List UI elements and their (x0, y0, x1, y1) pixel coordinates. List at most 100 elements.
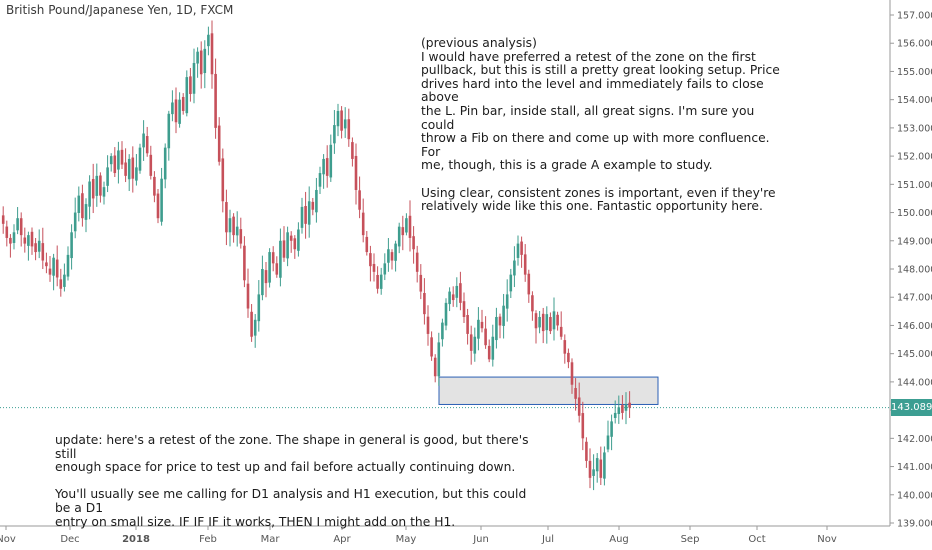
y-tick-label: 145.000 (897, 349, 932, 360)
x-tick-label: Jun (472, 534, 489, 545)
y-tick-label: 156.000 (897, 39, 932, 50)
candle-up (228, 218, 232, 233)
candle-up (448, 291, 451, 305)
candle-down (365, 236, 369, 253)
x-tick-label: Aug (609, 534, 629, 545)
candle-up (160, 178, 163, 222)
candle-down (559, 326, 563, 337)
candle-down (1, 215, 5, 224)
candle-down (549, 317, 552, 332)
x-tick-label: Apr (333, 534, 351, 545)
candle-down (534, 313, 538, 329)
candle-down (599, 459, 603, 478)
y-tick-label: 152.000 (897, 152, 932, 163)
candle-down (588, 460, 592, 478)
candle-down (412, 236, 415, 250)
candle-down (419, 274, 423, 292)
candle-up (138, 147, 142, 171)
candle-up (387, 249, 390, 263)
candle-down (480, 321, 484, 329)
candle-down (153, 176, 156, 196)
candle-down (239, 229, 243, 244)
candle-down (214, 73, 217, 128)
candle-down (250, 311, 253, 337)
x-tick-label: Oct (748, 534, 765, 545)
candle-down (527, 273, 531, 295)
candle-up (88, 181, 91, 207)
candle-down (23, 237, 27, 244)
candle-down (426, 316, 430, 334)
candle-down (34, 243, 37, 253)
candle-up (538, 316, 541, 328)
candle-down (189, 76, 192, 95)
candle-down (369, 253, 372, 267)
x-tick-label: Jul (541, 534, 554, 545)
x-tick-label: May (396, 534, 417, 545)
candle-down (351, 142, 354, 159)
y-tick-label: 141.000 (897, 462, 932, 473)
x-tick-label: Sep (681, 534, 700, 545)
candle-up (27, 235, 30, 246)
candle-down (466, 314, 469, 334)
candle-up (63, 274, 66, 287)
candle-up (95, 175, 99, 196)
candle-down (243, 245, 246, 281)
candle-down (523, 254, 527, 275)
candle-down (99, 175, 102, 196)
x-tick-label: Nov (0, 534, 16, 545)
candles (1, 20, 631, 491)
candle-down (401, 227, 405, 236)
x-tick-label: Dec (60, 534, 79, 545)
candle-up (286, 232, 289, 259)
candle-up (502, 305, 505, 326)
candle-down (520, 241, 523, 255)
candle-down (9, 237, 12, 244)
candle-up (437, 342, 441, 377)
candle-up (455, 285, 459, 298)
candle-up (495, 316, 498, 341)
candle-up (185, 77, 189, 114)
candle-down (282, 240, 286, 258)
candle-down (567, 352, 570, 363)
candle-up (300, 206, 304, 228)
candle-up (102, 187, 106, 197)
candle-down (325, 158, 329, 176)
analysis-note-update: update: here's a retest of the zone. The… (55, 433, 529, 529)
candle-down (304, 206, 307, 224)
candle-down (174, 99, 178, 123)
candle-down (469, 334, 473, 351)
candle-up (235, 226, 239, 236)
y-tick-label: 149.000 (897, 236, 932, 247)
candle-down (585, 441, 588, 461)
candle-down (484, 328, 487, 346)
candle-up (343, 119, 347, 129)
candle-down (498, 316, 502, 326)
candle-down (459, 283, 462, 303)
candle-down (372, 263, 376, 272)
candle-up (307, 201, 311, 225)
candle-down (574, 388, 577, 399)
price-axis[interactable]: 139.000140.000141.000142.000143.000144.0… (890, 11, 932, 530)
price-zone[interactable] (438, 376, 659, 405)
analysis-note-top: (previous analysis) I would have preferr… (421, 36, 781, 214)
candle-down (570, 362, 574, 385)
candle-down (462, 301, 466, 317)
y-tick-label: 147.000 (897, 293, 932, 304)
y-tick-label: 154.000 (897, 95, 932, 106)
time-axis[interactable]: Nov Dec 2018 Feb Mar Apr May Jun Jul Aug Sep Oct Nov (0, 526, 837, 545)
candle-up (595, 458, 599, 472)
candle-up (545, 314, 549, 331)
candle-up (73, 212, 77, 232)
candle-up (163, 147, 167, 180)
candle-up (117, 150, 120, 170)
candle-up (624, 404, 628, 411)
y-tick-label: 153.000 (897, 123, 932, 134)
candle-up (603, 452, 606, 479)
candle-up (207, 34, 210, 47)
candle-up (333, 125, 336, 144)
candle-down (225, 202, 228, 233)
candle-down (358, 190, 361, 210)
candle-up (257, 294, 261, 322)
candle-down (30, 231, 34, 247)
y-tick-label: 142.000 (897, 434, 932, 445)
